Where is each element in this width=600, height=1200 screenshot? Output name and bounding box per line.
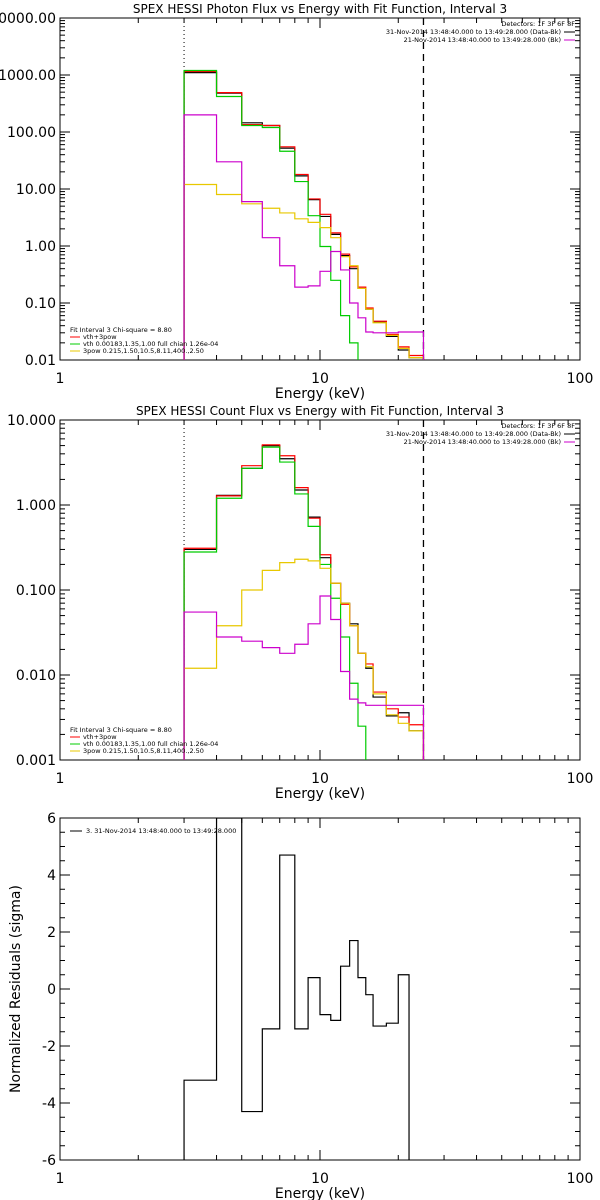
- plot-frame: [59, 419, 581, 761]
- series-4-line: [183, 183, 425, 360]
- series-1-line: [183, 72, 425, 360]
- plot-frame: [59, 17, 581, 361]
- legend-entry: 31-Nov-2014 13:48:40.000 to 13:49:28.000…: [386, 430, 561, 438]
- fit-legend-entry: vth 0.00183,1.35,1.00 full chian 1.26e-0…: [83, 740, 218, 748]
- x-tick-label: 1: [56, 771, 65, 787]
- x-tick-label: 1: [56, 371, 65, 387]
- fit-legend-entry: vth 0.00183,1.35,1.00 full chian 1.26e-0…: [83, 340, 218, 348]
- y-tick-label: 4: [47, 868, 56, 884]
- y-tick-label: -2: [42, 1039, 56, 1055]
- legend-entry: 21-Nov-2014 13:48:40.000 to 13:49:28.000…: [404, 438, 561, 446]
- fit-legend-entry: 3pow 0.215,1.50,10.5,8.11,400.,2.50: [83, 347, 204, 355]
- series-3-line: [183, 446, 367, 760]
- data-series: [183, 69, 425, 360]
- legend-detectors: Detectors: 1F 3F 6F 8F: [501, 20, 575, 28]
- series-5-line: [183, 114, 425, 360]
- series-1-line: [183, 444, 425, 760]
- fit-info: Fit Interval 3 Chi-square = 8.80: [70, 326, 172, 334]
- x-axis-label: Energy (keV): [275, 786, 365, 802]
- chart-title: SPEX HESSI Count Flux vs Energy with Fit…: [136, 404, 504, 418]
- y-tick-label: 1.00: [25, 239, 56, 255]
- chart-title: SPEX HESSI Photon Flux vs Energy with Fi…: [133, 2, 507, 16]
- panel-2: 1 10 100 10.000 1.000 0.100 0.010 0.001 SPEX HES…: [7, 404, 594, 802]
- fit-legend-entry: vth+3pow: [83, 333, 117, 341]
- y-tick-label: 6: [47, 811, 56, 827]
- x-tick-label: 10: [311, 771, 329, 787]
- fit-legend-entry: 3pow 0.215,1.50,10.5,8.11,400.,2.50: [83, 747, 204, 755]
- y-tick-label: -4: [42, 1096, 56, 1112]
- x-axis-label: Energy (keV): [275, 386, 365, 402]
- series-5-line: [183, 595, 425, 760]
- y-tick-label: 0.01: [25, 353, 56, 369]
- data-series: [183, 818, 410, 1160]
- x-tick-label: 100: [567, 1171, 594, 1187]
- data-series: [183, 444, 425, 760]
- legend-entry: 31-Nov-2014 13:48:40.000 to 13:49:28.000…: [386, 28, 561, 36]
- x-tick-label: 100: [567, 371, 594, 387]
- fit-info: Fit Interval 3 Chi-square = 8.80: [70, 726, 172, 734]
- y-tick-label: 10.00: [16, 182, 56, 198]
- y-tick-label: 0.100: [16, 583, 56, 599]
- series-2-line: [183, 70, 425, 360]
- y-tick-label: 1.000: [16, 498, 56, 514]
- series-3-line: [183, 69, 359, 360]
- y-tick-label: 0.010: [16, 668, 56, 684]
- y-tick-label: 0.10: [25, 296, 56, 312]
- x-tick-label: 10: [311, 1171, 329, 1187]
- y-tick-label: 0: [47, 982, 56, 998]
- y-tick-label: 2: [47, 925, 56, 941]
- series-4-line: [183, 558, 425, 760]
- x-tick-label: 100: [567, 771, 594, 787]
- series-2-line: [183, 444, 425, 760]
- legend-entry: 21-Nov-2014 13:48:40.000 to 13:49:28.000…: [404, 36, 561, 44]
- y-tick-label: -6: [42, 1153, 56, 1169]
- y-tick-label: 0.001: [16, 753, 56, 769]
- panel-3: 1 10 100 6 4 2 0 -2 -4 -6 Energy (keV) Normalized R…: [8, 811, 593, 1200]
- y-tick-label: 100.00: [7, 125, 56, 141]
- legend-detectors: Detectors: 1F 3F 6F 8F: [501, 422, 575, 430]
- fit-legend-entry: vth+3pow: [83, 733, 117, 741]
- series-1-line: [183, 818, 410, 1160]
- legend-entry: 3. 31-Nov-2014 13:48:40.000 to 13:49:28.…: [86, 827, 236, 835]
- x-tick-label: 1: [56, 1171, 65, 1187]
- y-axis-label: Normalized Residuals (sigma): [8, 885, 24, 1093]
- x-tick-label: 10: [311, 371, 329, 387]
- x-axis-label: Energy (keV): [275, 1186, 365, 1200]
- y-tick-label: 10.000: [7, 413, 56, 429]
- y-tick-label: 1000.00: [0, 68, 56, 84]
